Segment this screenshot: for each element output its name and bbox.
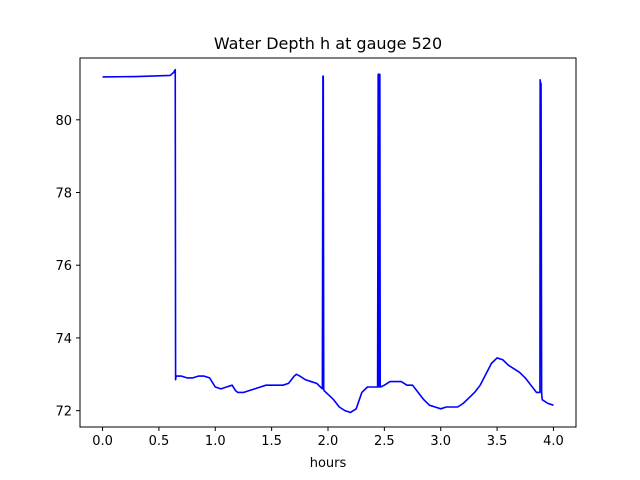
x-tick-label: 3.5: [487, 434, 508, 449]
x-tick-label: 1.0: [205, 434, 226, 449]
x-tick-label: 3.0: [430, 434, 451, 449]
series-line-1: [102, 68, 554, 414]
chart-title: Water Depth h at gauge 520: [214, 34, 442, 53]
plot-area: [102, 68, 554, 414]
y-tick-label: 74: [55, 332, 72, 347]
y-tick-label: 80: [55, 114, 72, 129]
x-tick-label: 2.0: [318, 434, 339, 449]
plot-frame: [79, 57, 577, 428]
y-tick-label: 72: [55, 405, 72, 420]
y-tick-label: 76: [55, 259, 72, 274]
y-tick-label: 78: [55, 187, 72, 202]
x-axis: 0.0 0.5 1.0 1.5 2.0 2.5 3.0 3.5 4.0: [92, 427, 564, 449]
x-tick-label: 0.0: [92, 434, 113, 449]
x-axis-label: hours: [310, 456, 347, 471]
x-tick-label: 1.5: [261, 434, 282, 449]
x-tick-label: 2.5: [374, 434, 395, 449]
x-tick-label: 0.5: [149, 434, 170, 449]
y-axis: 72 74 76 78 80: [55, 114, 80, 420]
x-tick-label: 4.0: [543, 434, 564, 449]
